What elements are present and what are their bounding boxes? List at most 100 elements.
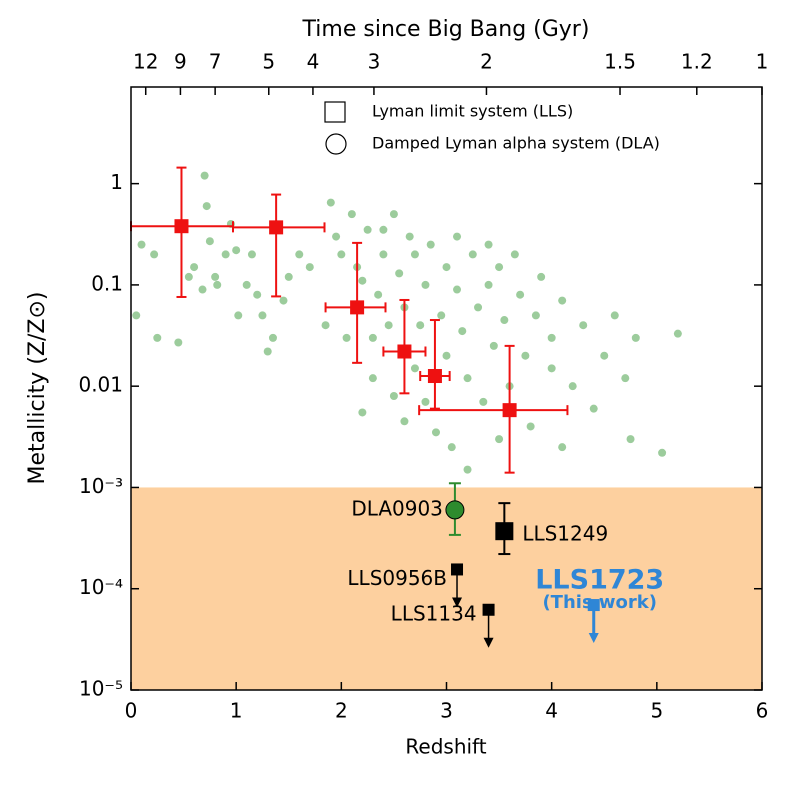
object-point xyxy=(445,500,465,520)
sample-point xyxy=(174,338,183,347)
sample-point xyxy=(631,333,640,342)
x2-tick-label: 9 xyxy=(174,50,187,74)
sample-point xyxy=(132,311,141,320)
binned-point xyxy=(502,403,517,418)
sample-point xyxy=(190,263,199,272)
sample-point xyxy=(547,333,556,342)
legend-label: Lyman limit system (LLS) xyxy=(372,102,573,121)
binned-point xyxy=(174,219,189,234)
sample-point xyxy=(421,397,430,406)
sample-point xyxy=(495,435,504,444)
sample-point xyxy=(421,280,430,289)
top-axis-title: Time since Big Bang (Gyr) xyxy=(302,17,590,42)
sample-point xyxy=(202,202,211,211)
shaded-region xyxy=(131,487,762,690)
sample-point xyxy=(516,290,525,299)
x2-tick-label: 3 xyxy=(368,50,381,74)
sample-point xyxy=(198,285,207,294)
sample-point xyxy=(463,374,472,383)
object-note: (This work) xyxy=(542,592,657,613)
sample-point xyxy=(253,290,262,299)
sample-point xyxy=(626,435,635,444)
x2-tick-label: 5 xyxy=(262,50,275,74)
sample-point xyxy=(658,448,667,457)
y-tick-label: 10⁻⁵ xyxy=(79,677,123,701)
sample-point xyxy=(337,250,346,259)
sample-point xyxy=(489,341,498,350)
sample-point xyxy=(379,250,388,259)
x-axis-title: Redshift xyxy=(405,735,486,759)
sample-point xyxy=(673,329,682,338)
sample-point xyxy=(347,210,356,219)
sample-point xyxy=(589,404,598,413)
x2-tick-label: 1.5 xyxy=(604,50,636,74)
sample-point xyxy=(442,263,451,272)
sample-point xyxy=(379,225,388,234)
y-tick-label: 10⁻³ xyxy=(79,474,123,498)
sample-point xyxy=(374,290,383,299)
legend-label: Damped Lyman alpha system (DLA) xyxy=(372,134,660,153)
sample-point xyxy=(537,272,546,281)
sample-point xyxy=(137,240,146,249)
sample-point xyxy=(368,333,377,342)
x-tick-label: 0 xyxy=(125,699,138,723)
sample-point xyxy=(321,321,330,330)
sample-point xyxy=(500,316,509,325)
legend-marker xyxy=(325,133,347,155)
object-point xyxy=(587,599,600,612)
x2-tick-label: 1.2 xyxy=(681,50,713,74)
sample-point xyxy=(389,391,398,400)
object-label: DLA0903 xyxy=(351,496,443,520)
sample-point xyxy=(205,237,214,246)
sample-point xyxy=(342,333,351,342)
y-tick-label: 10⁻⁴ xyxy=(79,575,123,599)
sample-point xyxy=(395,269,404,278)
sample-point xyxy=(437,311,446,320)
sample-point xyxy=(426,240,435,249)
sample-point xyxy=(568,382,577,391)
sample-point xyxy=(247,250,256,259)
sample-point xyxy=(400,417,409,426)
sample-point xyxy=(521,351,530,360)
sample-point xyxy=(363,225,372,234)
sample-point xyxy=(453,232,462,241)
x-tick-label: 2 xyxy=(335,699,348,723)
sample-point xyxy=(600,351,609,360)
object-label: LLS1723 xyxy=(535,565,664,596)
x2-tick-label: 1 xyxy=(756,50,769,74)
sample-point xyxy=(468,250,477,259)
sample-point xyxy=(305,263,314,272)
sample-point xyxy=(579,321,588,330)
object-point xyxy=(482,603,495,616)
sample-point xyxy=(263,347,272,356)
sample-point xyxy=(232,246,241,255)
sample-point xyxy=(389,210,398,219)
x2-tick-label: 4 xyxy=(307,50,320,74)
sample-point xyxy=(474,303,483,312)
sample-point xyxy=(326,198,335,207)
sample-point xyxy=(242,280,251,289)
sample-point xyxy=(410,364,419,373)
sample-point xyxy=(447,443,456,452)
object-point xyxy=(495,522,514,541)
sample-point xyxy=(295,250,304,259)
binned-point xyxy=(269,220,284,235)
sample-point xyxy=(268,333,277,342)
sample-point xyxy=(453,285,462,294)
sample-point xyxy=(384,321,393,330)
sample-point xyxy=(484,280,493,289)
sample-point xyxy=(442,351,451,360)
sample-point xyxy=(150,250,159,259)
object-label: LLS1134 xyxy=(391,601,477,625)
x-tick-label: 5 xyxy=(650,699,663,723)
sample-point xyxy=(410,250,419,259)
sample-point xyxy=(221,250,230,259)
sample-point xyxy=(332,232,341,241)
sample-point xyxy=(234,311,243,320)
sample-point xyxy=(463,465,472,474)
y-axis-title: Metallicity (Z/Z⊙) xyxy=(25,292,50,485)
sample-point xyxy=(531,311,540,320)
arrow-head xyxy=(452,597,463,608)
sample-point xyxy=(479,397,488,406)
binned-point xyxy=(397,344,412,359)
